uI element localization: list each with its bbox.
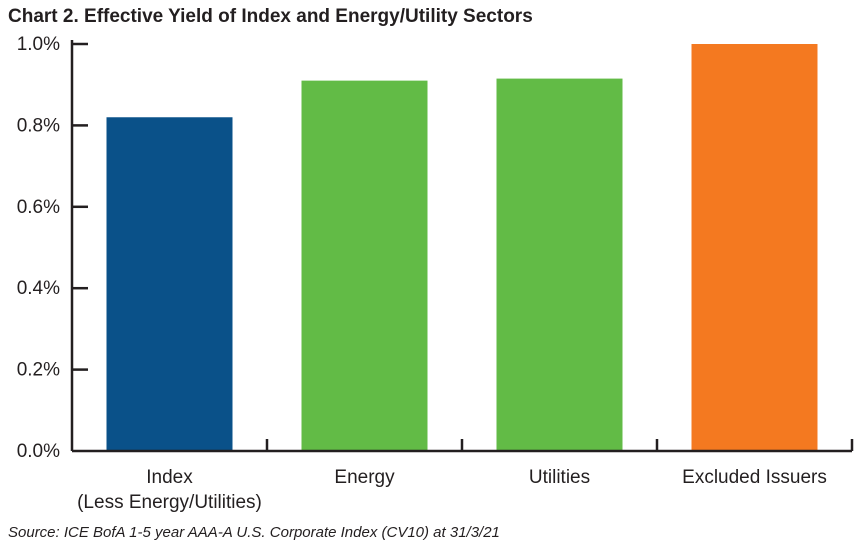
x-tick-label: Energy xyxy=(334,467,395,488)
x-tick-label: (Less Energy/Utilities) xyxy=(77,492,262,513)
chart-source-note: Source: ICE BofA 1-5 year AAA-A U.S. Cor… xyxy=(8,524,500,541)
y-tick-label: 0.8% xyxy=(17,115,60,136)
x-tick-label: Index xyxy=(146,467,193,488)
y-tick-label: 1.0% xyxy=(17,34,60,55)
bar xyxy=(301,80,428,451)
x-tick-label: Excluded Issuers xyxy=(682,467,827,488)
x-tick-label: Utilities xyxy=(529,467,590,488)
y-tick-label: 0.6% xyxy=(17,197,60,218)
y-tick-label: 0.0% xyxy=(17,441,60,462)
chart-title: Chart 2. Effective Yield of Index and En… xyxy=(8,6,533,27)
bar xyxy=(496,78,623,451)
bar xyxy=(106,117,233,451)
y-tick-label: 0.4% xyxy=(17,278,60,299)
y-tick-label: 0.2% xyxy=(17,360,60,381)
bar xyxy=(691,44,818,451)
